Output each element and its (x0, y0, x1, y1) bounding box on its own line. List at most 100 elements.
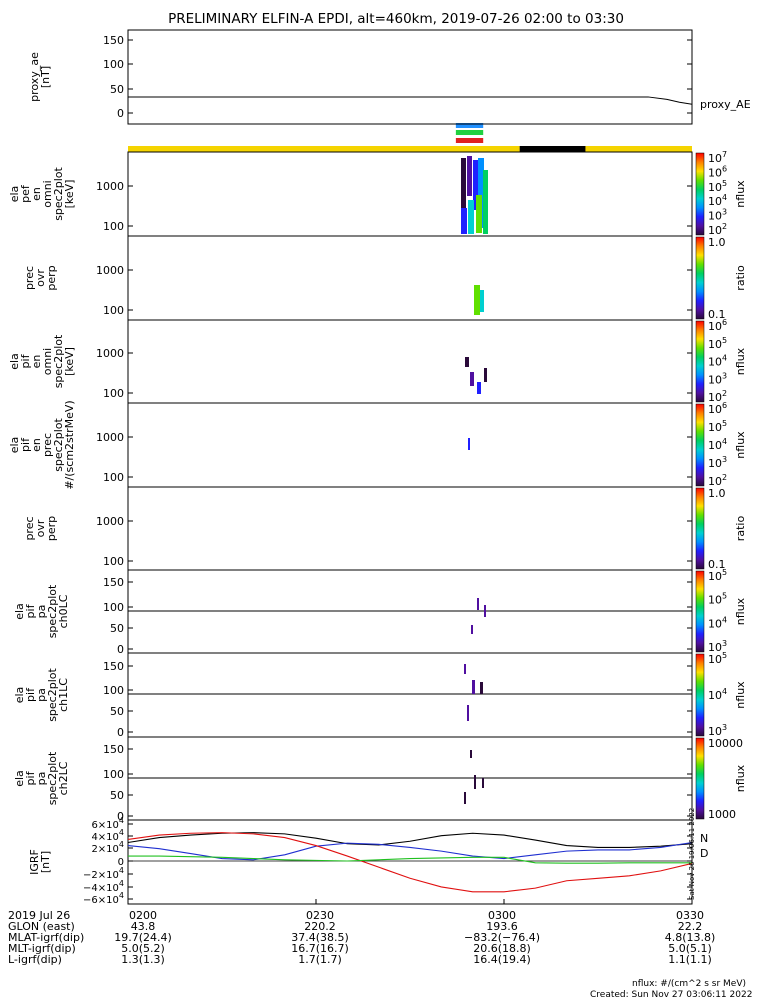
y-axis-label: [keV] (63, 347, 76, 376)
y-tick-label: 4×104 (91, 828, 124, 843)
panel-pef_en: 1000100elapefenomnispec2plot[keV]1071061… (8, 150, 747, 237)
spectrogram-pixel (461, 208, 467, 234)
y-tick-label: 100 (103, 387, 124, 400)
panel-proxy_ae: 150 100 50 0 proxy_ae[nT] (28, 29, 693, 125)
spectrogram-pixel (464, 664, 466, 674)
colorbar (695, 236, 705, 320)
y-tick-label: 100 (103, 684, 124, 697)
spectrogram-pixel (476, 195, 482, 233)
spectrogram-pixel (471, 625, 473, 634)
y-axis-label: pa (35, 605, 48, 619)
colorbar-tick-label: 104 (708, 437, 727, 452)
x-axis-value: 0330 (676, 909, 704, 922)
y-tick-label: 150 (103, 660, 124, 673)
y-axis-label: ch2LC (57, 761, 70, 795)
x-axis-row-label: L-igrf(dip) (8, 953, 62, 966)
igrf-d-line (127, 832, 693, 893)
proxy-ae-line (128, 96, 693, 105)
y-axis-label: spec2plot (46, 668, 59, 722)
x-axis-value: 1.3(1.3) (121, 953, 165, 966)
y-axis-label: perp (45, 265, 58, 290)
colorbar-tick-label: 102 (708, 222, 727, 237)
colorbar-tick-label: 105 (708, 592, 727, 607)
x-axis-value: 4.8(13.8) (665, 931, 716, 944)
spectrogram-pixel (470, 750, 472, 758)
y-axis-label: ela (13, 603, 26, 620)
y-tick-label: 150 (103, 34, 124, 47)
panel-frame (127, 151, 693, 237)
colorbar-tick-label: 1.0 (708, 487, 726, 500)
y-axis-label: spec2plot (46, 751, 59, 805)
x-axis-value: 43.8 (131, 920, 156, 933)
y-axis-label: spec2plot (52, 167, 65, 221)
y-tick-label: −2×104 (83, 866, 124, 881)
colorbar-tick-label: 103 (708, 371, 727, 386)
panel-frame (127, 819, 693, 905)
colorbar-tick-label: 106 (708, 401, 727, 416)
colorbar-tick-label: 104 (708, 615, 727, 630)
footer-unit-note: nflux: #/(cm^2 s sr MeV) (632, 979, 746, 989)
footer-created: Created: Sun Nov 27 03:06:11 2022 (590, 990, 752, 1000)
colorbar-tick-label: 104 (708, 193, 727, 208)
y-axis-label: [nT] (39, 851, 52, 873)
colorbar-tick-label: 0.1 (708, 558, 726, 571)
colorbar-tick-label: 105 (708, 651, 727, 666)
y-axis-label: ovr (34, 519, 47, 537)
y-axis-label: omni (41, 180, 54, 207)
x-axis-value: 1.1(1.1) (668, 953, 712, 966)
y-axis-label: prec (41, 433, 54, 457)
colorbar-label: nflux (734, 597, 747, 625)
igrf-legend-d: D (700, 847, 708, 860)
x-axis-value: 1.7(1.7) (298, 953, 342, 966)
x-axis-value: 22.2 (678, 920, 703, 933)
x-axis-value: 5.0(5.1) (668, 942, 712, 955)
sun-shadow-segment (519, 146, 586, 152)
colorbar-label: ratio (734, 516, 747, 542)
y-axis-label: pif (24, 603, 37, 618)
igrf-legend-n: N (700, 832, 708, 845)
spectrogram-pixel (464, 792, 466, 804)
x-axis-row-label: 2019 Jul 26 (8, 909, 70, 922)
y-axis-label: en (30, 438, 43, 452)
colorbar (695, 152, 705, 236)
sun-shadow-segment (128, 146, 520, 152)
colorbar-label: nflux (734, 681, 747, 709)
y-tick-label: 50 (110, 705, 124, 718)
spectrogram-pixel (468, 200, 474, 234)
colorbar-tick-label: 107 (708, 150, 727, 165)
y-tick-label: −4×104 (83, 879, 124, 894)
panel-frame (127, 319, 693, 404)
colorbar-label: nflux (734, 431, 747, 459)
x-axis-value: 16.4(19.4) (473, 953, 531, 966)
science-zone-marker (455, 138, 484, 143)
colorbar (695, 737, 705, 820)
colorbar-tick-label: 106 (708, 318, 727, 333)
colorbar-tick-label: 104 (708, 687, 727, 702)
y-tick-label: 100 (103, 555, 124, 568)
y-axis-label: prec (23, 516, 36, 540)
y-axis-label: pa (35, 772, 48, 786)
y-tick-label: 0 (117, 726, 124, 739)
y-tick-label: 100 (103, 58, 124, 71)
x-axis-value: 37.4(38.5) (291, 931, 349, 944)
y-tick-label: −6×104 (83, 891, 124, 906)
y-tick-label: 1000 (96, 515, 124, 528)
y-axis-label: #/(scm2strMeV) (63, 400, 76, 489)
y-tick-label: 100 (103, 601, 124, 614)
colorbar-tick-label: 1.0 (708, 236, 726, 249)
y-axis-label: spec2plot (46, 584, 59, 638)
y-axis-label: prec (23, 266, 36, 290)
spectrogram-pixel (478, 158, 484, 228)
panel-pif_en_prec: 1000 100 elapifenprecspec2plot#/(scm2strMe… (8, 400, 747, 489)
y-tick-label: 0 (117, 810, 124, 823)
y-tick-label: 1000 (96, 180, 124, 193)
y-axis-label: pef (19, 184, 32, 203)
spectrogram-pixel (468, 438, 470, 450)
colorbar (695, 653, 705, 737)
x-axis-value: 0230 (306, 909, 334, 922)
colorbar-tick-label: 102 (708, 473, 727, 488)
y-tick-label: 1000 (96, 264, 124, 277)
spectrogram-pixel (473, 160, 479, 210)
